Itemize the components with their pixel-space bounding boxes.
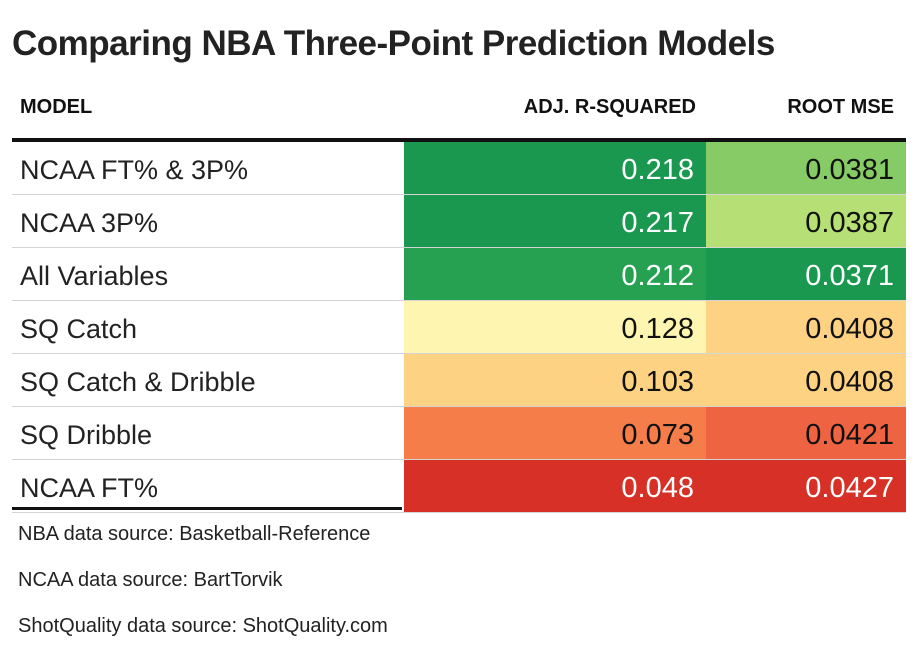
table-row: SQ Catch & Dribble 0.103 0.0408 xyxy=(12,354,906,407)
adj-r-squared-cell: 0.103 xyxy=(404,354,706,406)
table-header: MODEL ADJ. R-SQUARED ROOT MSE xyxy=(12,96,908,126)
adj-r-squared-cell: 0.212 xyxy=(404,248,706,300)
adj-r-squared-cell: 0.218 xyxy=(404,142,706,194)
table-row: NCAA FT% 0.048 0.0427 xyxy=(12,460,906,513)
column-header-model: MODEL xyxy=(20,96,93,118)
root-mse-cell: 0.0371 xyxy=(706,248,906,300)
model-name-cell: NCAA FT% xyxy=(20,473,159,503)
root-mse-cell: 0.0381 xyxy=(706,142,906,194)
root-mse-cell: 0.0408 xyxy=(706,354,906,406)
footer-divider xyxy=(12,507,402,510)
root-mse-cell: 0.0421 xyxy=(706,407,906,459)
adj-r-squared-cell: 0.073 xyxy=(404,407,706,459)
model-name-cell: SQ Catch & Dribble xyxy=(20,367,256,397)
table-row: NCAA 3P% 0.217 0.0387 xyxy=(12,195,906,248)
table-row: SQ Dribble 0.073 0.0421 xyxy=(12,407,906,460)
adj-r-squared-cell: 0.048 xyxy=(404,460,706,512)
table-row: All Variables 0.212 0.0371 xyxy=(12,248,906,301)
header-divider xyxy=(12,138,906,142)
adj-r-squared-cell: 0.128 xyxy=(404,301,706,353)
table-row: SQ Catch 0.128 0.0408 xyxy=(12,301,906,354)
table-row: NCAA FT% & 3P% 0.218 0.0381 xyxy=(12,142,906,195)
source-note: NBA data source: Basketball-Reference xyxy=(18,523,371,545)
table-body: NCAA FT% & 3P% 0.218 0.0381 NCAA 3P% 0.217 0.… xyxy=(12,142,906,513)
column-header-root-mse: ROOT MSE xyxy=(787,96,894,118)
column-header-adj-r-squared: ADJ. R-SQUARED xyxy=(523,96,696,118)
model-name-cell: SQ Catch xyxy=(20,314,138,344)
root-mse-cell: 0.0387 xyxy=(706,195,906,247)
source-notes: NBA data source: Basketball-Reference NC… xyxy=(18,520,388,658)
root-mse-cell: 0.0427 xyxy=(706,460,906,512)
model-name-cell: All Variables xyxy=(20,261,169,291)
root-mse-cell: 0.0408 xyxy=(706,301,906,353)
chart-title: Comparing NBA Three-Point Prediction Mod… xyxy=(12,24,775,63)
source-note: NCAA data source: BartTorvik xyxy=(18,569,283,591)
model-name-cell: NCAA FT% & 3P% xyxy=(20,155,249,185)
model-name-cell: SQ Dribble xyxy=(20,420,153,450)
source-note: ShotQuality data source: ShotQuality.com xyxy=(18,615,388,637)
adj-r-squared-cell: 0.217 xyxy=(404,195,706,247)
model-name-cell: NCAA 3P% xyxy=(20,208,159,238)
